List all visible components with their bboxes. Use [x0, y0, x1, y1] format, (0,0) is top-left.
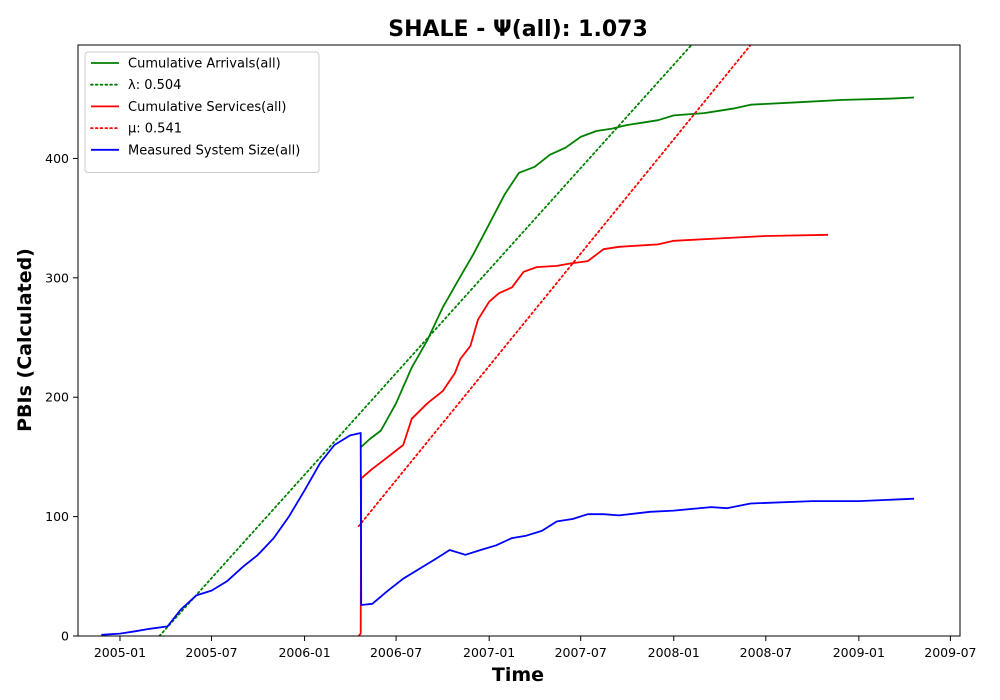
y-tick-label: 0 — [61, 629, 69, 644]
x-tick-label: 2006-01 — [278, 645, 330, 660]
legend-box — [84, 51, 320, 173]
series-line-cumulative-services-all — [358, 233, 829, 636]
x-tick-label: 2005-01 — [94, 645, 146, 660]
plot-area — [101, 45, 915, 636]
plot-frame — [77, 44, 961, 637]
x-tick-label: 2006-07 — [370, 645, 422, 660]
x-tick-label: 2007-01 — [463, 645, 515, 660]
y-tick-label: 300 — [45, 270, 69, 285]
legend: Cumulative Arrivals(all) λ: 0.504 Cumulati… — [84, 51, 320, 173]
x-axis-ticks: 2005-01 2005-07 2006-01 2006-07 2007-01 2007-… — [94, 636, 977, 660]
series-line-cumulative-arrivals-all — [360, 96, 915, 449]
legend-label-measured-system-size-all: Measured System Size(all) — [128, 143, 300, 158]
y-axis-label: PBIs (Calculated) — [14, 248, 36, 432]
legend-label-cumulative-services-all: Cumulative Services(all) — [128, 100, 286, 115]
legend-label-0-541: μ: 0.541 — [128, 122, 182, 137]
legend-label-0-504: λ: 0.504 — [128, 78, 181, 93]
series-line-0-541 — [357, 45, 752, 528]
x-tick-label: 2009-01 — [833, 645, 885, 660]
y-tick-label: 400 — [45, 151, 69, 166]
y-tick-label: 200 — [45, 390, 69, 405]
x-tick-label: 2008-07 — [740, 645, 792, 660]
legend-label-cumulative-arrivals-all: Cumulative Arrivals(all) — [128, 57, 281, 72]
x-axis-label: Time — [492, 664, 544, 686]
x-tick-label: 2008-01 — [648, 645, 700, 660]
x-tick-label: 2007-07 — [555, 645, 607, 660]
y-tick-label: 100 — [45, 509, 69, 524]
series-line-measured-system-size-all — [101, 432, 915, 636]
chart-title: SHALE - Ψ(all): 1.073 — [388, 17, 648, 42]
series-line-0-504 — [158, 45, 693, 636]
x-tick-label: 2005-07 — [185, 645, 237, 660]
y-axis-ticks: 0 100 200 300 400 — [45, 151, 78, 644]
x-tick-label: 2009-07 — [924, 645, 976, 660]
